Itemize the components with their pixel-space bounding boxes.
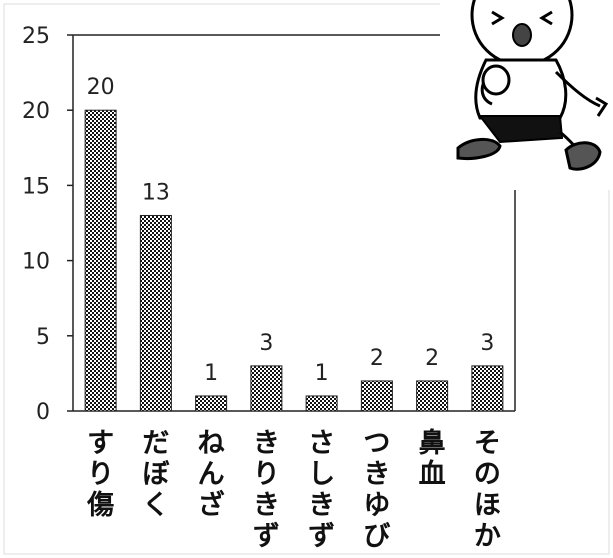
y-tick-label: 15: [22, 174, 50, 199]
child-illustration-icon: [440, 0, 613, 190]
y-tick-label: 25: [22, 24, 50, 49]
data-label-2: 13: [142, 180, 170, 205]
bar-5: [305, 395, 338, 412]
bar-1: [84, 109, 117, 412]
bar-8: [471, 365, 504, 412]
category-label-7: 鼻血: [419, 428, 446, 490]
data-label-6: 2: [370, 346, 384, 371]
data-label-5: 1: [315, 361, 329, 386]
category-label-2: だぼく: [142, 428, 170, 521]
bar-7: [416, 380, 449, 412]
bar-3: [195, 395, 228, 412]
data-label-1: 20: [87, 75, 115, 100]
y-tick-label: 20: [22, 99, 50, 124]
category-label-8: そのほか: [474, 428, 501, 552]
data-label-3: 1: [204, 361, 218, 386]
category-label-3: ねんざ: [198, 428, 225, 521]
bar-2: [139, 214, 172, 412]
y-tick-label: 0: [36, 400, 50, 425]
chart-frame: [3, 3, 610, 555]
plot-area: 0 5 10 15 20 25 20 すり傷 13 だぼく 1 ねんざ 3 きりきず 1 さしきず 2 つきゆび 2…: [22, 24, 516, 552]
category-label-1: すり傷: [86, 428, 114, 521]
category-label-4: きりきず: [253, 428, 280, 552]
data-label-4: 3: [259, 331, 273, 356]
category-label-6: つきゆび: [363, 428, 390, 552]
y-tick-label: 5: [36, 325, 50, 350]
category-label-5: さしきず: [308, 428, 335, 552]
data-label-8: 3: [480, 331, 494, 356]
bar-4: [250, 365, 283, 412]
y-tick-label: 10: [22, 250, 50, 275]
data-label-7: 2: [425, 346, 439, 371]
bar-6: [360, 380, 393, 412]
